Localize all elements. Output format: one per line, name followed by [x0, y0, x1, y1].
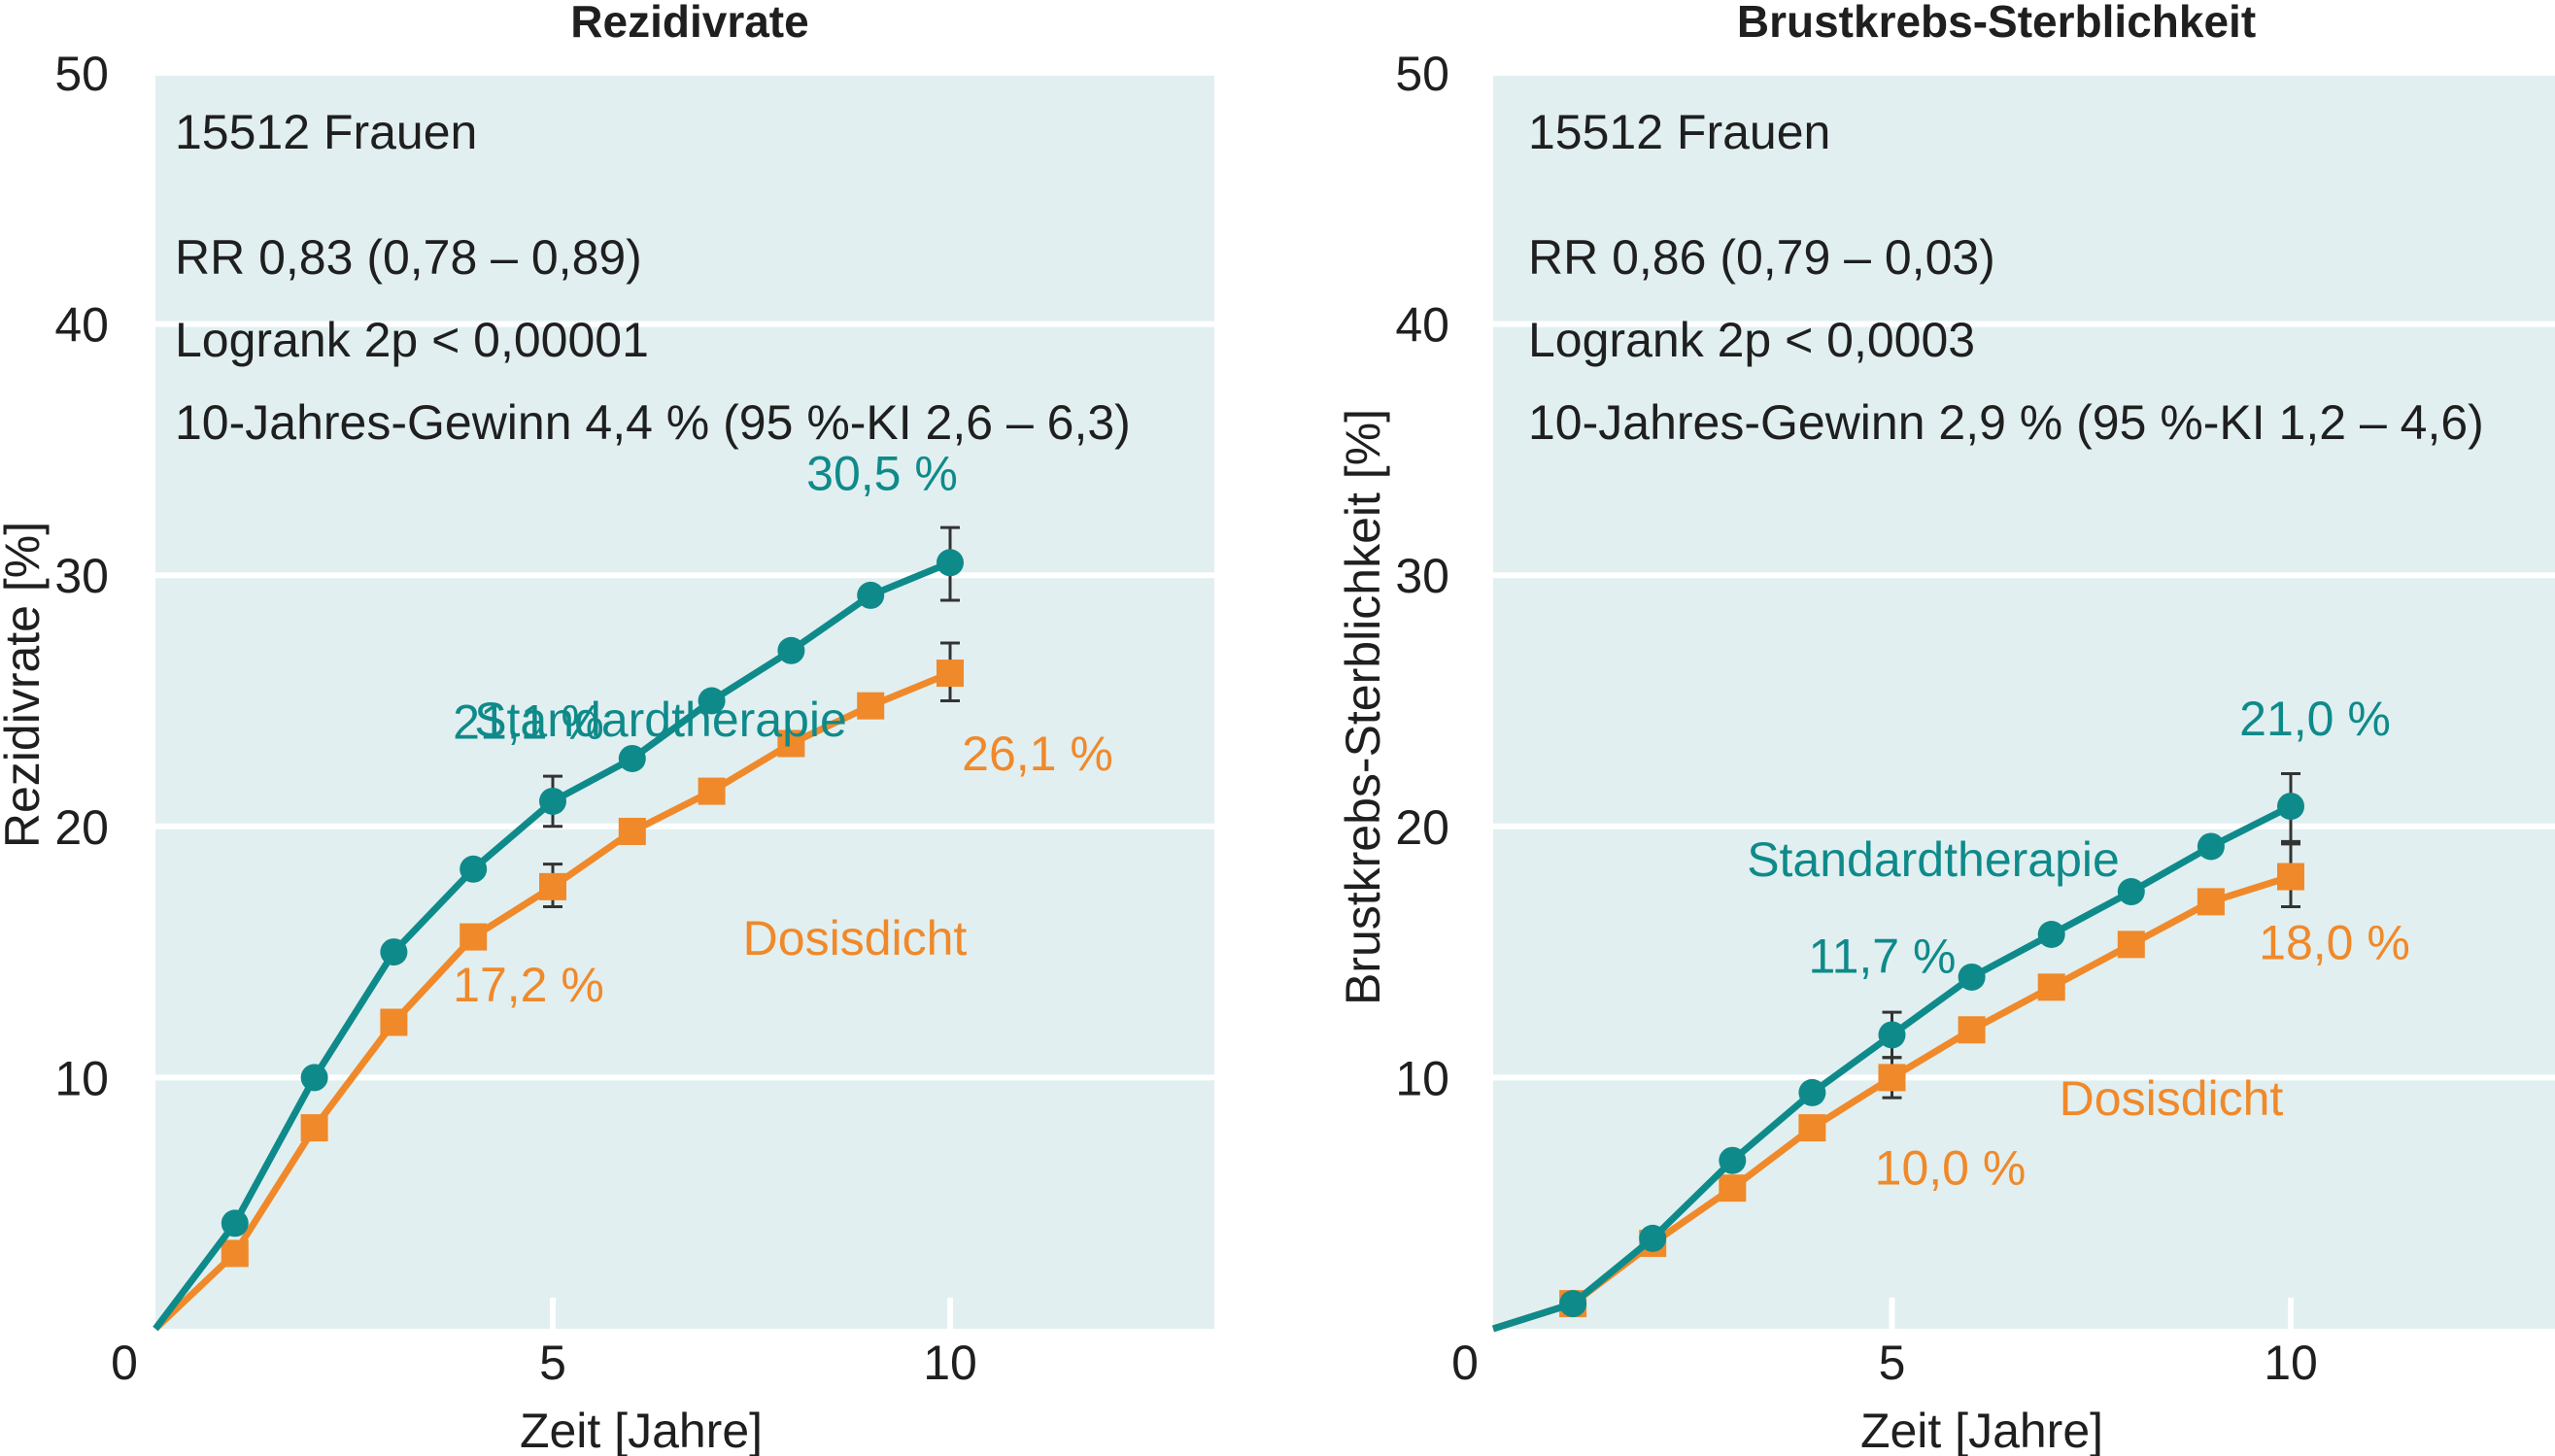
data-point	[2277, 863, 2304, 891]
info-logrank: Logrank 2p < 0,00001	[175, 313, 649, 367]
y-tick-label: 30	[54, 549, 109, 603]
data-point	[2037, 920, 2065, 948]
info-logrank: Logrank 2p < 0,0003	[1528, 313, 1975, 367]
data-label: 18,0 %	[2259, 916, 2410, 970]
info-box: 15512 Frauen RR 0,83 (0,78 – 0,89) Logra…	[175, 105, 1131, 450]
info-women-count: 15512 Frauen	[1528, 105, 1830, 159]
y-tick-label: 50	[1395, 47, 1449, 101]
data-point	[1559, 1290, 1587, 1318]
data-point	[380, 1008, 408, 1036]
data-label: 17,2 %	[453, 958, 604, 1012]
data-point	[857, 581, 885, 609]
data-point	[937, 660, 964, 688]
data-point	[221, 1239, 249, 1268]
data-point	[300, 1064, 328, 1092]
plot-background	[155, 73, 1214, 1329]
data-point	[698, 687, 726, 715]
data-point	[1798, 1114, 1826, 1142]
data-point	[777, 729, 805, 758]
data-point	[1639, 1224, 1667, 1252]
y-tick-label: 20	[54, 800, 109, 855]
data-label: 26,1 %	[962, 727, 1113, 781]
plot-area	[153, 70, 1214, 1332]
chart-panel-brustkrebs-sterblichkeit: Brustkrebs-Sterblichkeit 15512 Frauen RR…	[1336, 0, 2555, 1456]
data-point	[2277, 793, 2304, 821]
y-axis-label: Rezidivrate [%]	[0, 522, 50, 848]
data-point	[221, 1209, 249, 1237]
data-point	[2197, 832, 2225, 861]
series-label-standardtherapie: Standardtherapie	[1747, 832, 2120, 887]
data-point	[1958, 1016, 1986, 1044]
data-point	[460, 923, 488, 951]
series-label-dosisdicht: Dosisdicht	[2060, 1071, 2284, 1126]
data-point	[618, 817, 646, 845]
info-ten-year-gain: 10-Jahres-Gewinn 4,4 % (95 %-KI 2,6 – 6,…	[175, 395, 1131, 450]
data-point	[1878, 1021, 1906, 1049]
data-point	[618, 744, 646, 772]
data-point	[380, 938, 408, 966]
x-tick-label: 0	[111, 1336, 138, 1390]
x-tick-label: 10	[2264, 1336, 2318, 1390]
y-tick-label: 40	[54, 298, 109, 353]
chart-title: Brustkrebs-Sterblichkeit	[1737, 0, 2256, 47]
info-relative-risk: RR 0,83 (0,78 – 0,89)	[175, 230, 642, 285]
data-point	[2117, 878, 2145, 906]
data-point	[300, 1114, 328, 1142]
series-label-standardtherapie: Standardtherapie	[474, 693, 847, 747]
data-point	[1798, 1078, 1826, 1106]
data-point	[857, 692, 885, 720]
x-tick-label: 5	[539, 1336, 566, 1390]
y-tick-label: 10	[1395, 1051, 1449, 1105]
chart-panel-rezidivrate: Rezidivrate 15512 Frauen RR 0,83 (0,78 –…	[0, 0, 1214, 1456]
info-women-count: 15512 Frauen	[175, 105, 477, 159]
data-label: 11,7 %	[1809, 929, 1957, 983]
data-point	[698, 777, 726, 805]
data-point	[1719, 1174, 1747, 1202]
y-tick-label: 10	[54, 1051, 109, 1105]
data-label: 21,0 %	[2239, 692, 2391, 746]
y-tick-label: 30	[1395, 549, 1449, 603]
data-point	[777, 636, 805, 664]
chart-title: Rezidivrate	[570, 0, 808, 47]
info-box: 15512 Frauen RR 0,86 (0,79 – 0,03) Logra…	[1528, 105, 2484, 450]
data-point	[2197, 888, 2225, 916]
data-point	[1719, 1146, 1747, 1174]
plot-background	[1493, 73, 2555, 1329]
plot-area	[1491, 70, 2555, 1333]
data-point	[539, 787, 566, 815]
data-point	[1958, 963, 1986, 991]
x-axis-label: Zeit [Jahre]	[520, 1404, 763, 1456]
x-axis-label: Zeit [Jahre]	[1860, 1404, 2103, 1456]
data-label: 30,5 %	[806, 446, 958, 500]
data-point	[1878, 1064, 1906, 1092]
x-tick-label: 10	[923, 1336, 977, 1390]
y-tick-label: 50	[54, 47, 109, 101]
data-point	[539, 872, 566, 900]
x-tick-label: 5	[1879, 1336, 1906, 1390]
y-tick-label: 40	[1395, 298, 1449, 353]
data-point	[460, 855, 488, 883]
data-label: 10,0 %	[1875, 1140, 2027, 1195]
data-point	[2117, 931, 2145, 959]
data-point	[2037, 973, 2065, 1001]
y-axis-label: Brustkrebs-Sterblichkeit [%]	[1336, 409, 1390, 1005]
info-relative-risk: RR 0,86 (0,79 – 0,03)	[1528, 230, 1995, 285]
y-tick-label: 20	[1395, 800, 1449, 855]
data-point	[937, 549, 964, 577]
data-label: 21,1 %	[453, 694, 604, 749]
info-ten-year-gain: 10-Jahres-Gewinn 2,9 % (95 %-KI 1,2 – 4,…	[1528, 395, 2484, 450]
x-tick-label: 0	[1451, 1336, 1479, 1390]
series-label-dosisdicht: Dosisdicht	[743, 911, 968, 965]
